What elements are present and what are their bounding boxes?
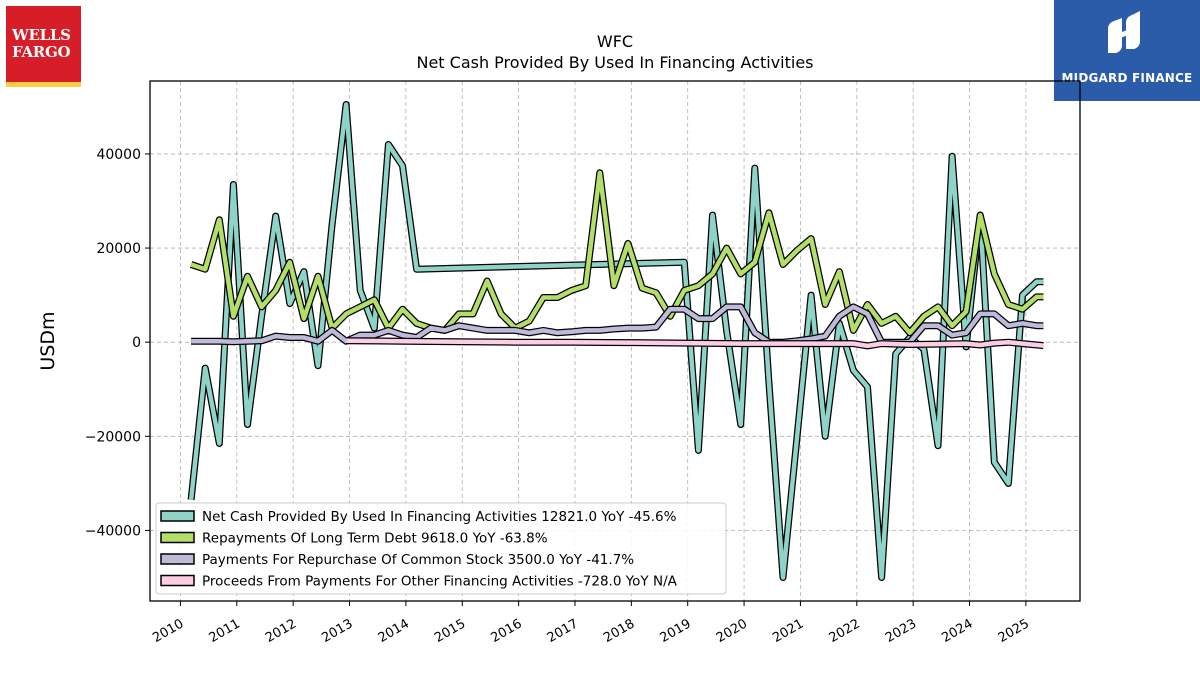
- y-tick-label: −20000: [85, 429, 141, 445]
- legend-entry: Repayments Of Long Term Debt 9618.0 YoY …: [202, 531, 548, 547]
- series-line-1: [190, 170, 1044, 336]
- x-tick-label: 2023: [883, 616, 919, 646]
- wells-fargo-logo: WELLS FARGO: [6, 6, 81, 87]
- legend-swatch: [160, 531, 195, 544]
- x-tick-label: 2019: [658, 616, 694, 646]
- legend-swatch: [160, 574, 195, 587]
- midgard-finance-logo: MIDGARD FINANCE: [1054, 0, 1200, 101]
- x-tick-label: 2011: [207, 616, 243, 646]
- x-tick-label: 2021: [770, 616, 806, 646]
- y-tick-label: 0: [132, 335, 141, 351]
- series-line-0: [188, 102, 1044, 580]
- legend-entry: Payments For Repurchase Of Common Stock …: [202, 552, 634, 568]
- x-tick-label: 2025: [996, 616, 1032, 646]
- legend-entry: Net Cash Provided By Used In Financing A…: [202, 509, 677, 525]
- x-tick-label: 2022: [827, 616, 863, 646]
- legend-swatch: [160, 553, 195, 565]
- x-tick-label: 2012: [263, 616, 299, 646]
- y-axis-label: USDm: [37, 311, 59, 370]
- series-outline-1: [189, 169, 1044, 337]
- x-tick-label: 2017: [545, 616, 581, 646]
- y-tick-label: 40000: [96, 147, 141, 163]
- y-tick-label: −40000: [85, 523, 141, 539]
- x-tick-label: 2018: [601, 616, 637, 646]
- midgard-finance-name: MIDGARD FINANCE: [1061, 71, 1193, 85]
- x-tick-label: 2010: [150, 616, 186, 646]
- x-tick-label: 2024: [939, 616, 975, 646]
- wells-fargo-logo-line1: WELLS: [12, 26, 71, 44]
- legend-entry: Proceeds From Payments For Other Financi…: [202, 574, 678, 590]
- x-tick-label: 2013: [319, 616, 355, 646]
- chart-title: WFC: [597, 32, 633, 51]
- wells-fargo-logo-line2: FARGO: [12, 43, 71, 61]
- x-tick-label: 2020: [714, 616, 750, 646]
- x-tick-label: 2016: [488, 616, 524, 646]
- series-lines: [187, 101, 1044, 581]
- legend-swatch: [160, 510, 195, 522]
- y-tick-label: 20000: [96, 241, 141, 257]
- legend-box: [155, 502, 727, 595]
- x-tick-label: 2015: [432, 616, 468, 646]
- series-line-3: [346, 338, 1044, 349]
- chart-subtitle: Net Cash Provided By Used In Financing A…: [416, 53, 813, 72]
- plot-frame: [149, 80, 1081, 602]
- x-tick-label: 2014: [376, 616, 412, 646]
- midgard-mark-icon: [1108, 11, 1140, 53]
- legend: Net Cash Provided By Used In Financing A…: [155, 502, 727, 595]
